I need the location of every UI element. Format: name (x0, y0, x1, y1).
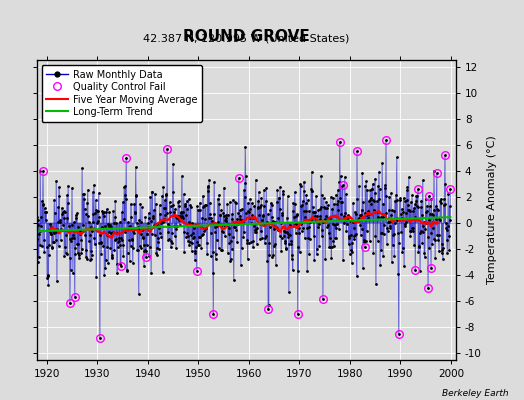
Text: 42.387 N, 120.995 W (United States): 42.387 N, 120.995 W (United States) (143, 34, 350, 44)
Legend: Raw Monthly Data, Quality Control Fail, Five Year Moving Average, Long-Term Tren: Raw Monthly Data, Quality Control Fail, … (41, 65, 202, 122)
Title: ROUND GROVE: ROUND GROVE (183, 28, 310, 44)
Text: Berkeley Earth: Berkeley Earth (442, 389, 508, 398)
Y-axis label: Temperature Anomaly (°C): Temperature Anomaly (°C) (487, 136, 497, 284)
